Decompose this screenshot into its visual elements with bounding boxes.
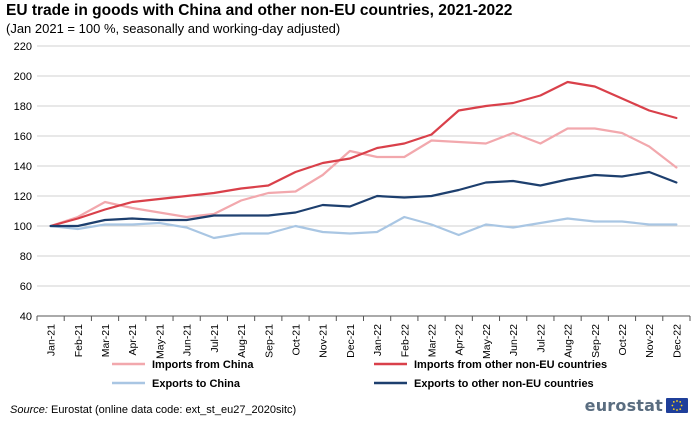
x-tick-label: Aug-22 [563, 324, 575, 358]
y-tick-label: 140 [14, 161, 32, 173]
x-tick-label: Mar-21 [100, 324, 112, 357]
y-tick-label: 200 [14, 71, 32, 83]
x-tick-label: Mar-22 [427, 324, 439, 357]
source-text: Eurostat (online data code: ext_st_eu27_… [47, 404, 297, 416]
x-tick-label: Jun-22 [508, 324, 520, 356]
x-tick-label: Jan-22 [372, 324, 384, 356]
legend-label: Imports from other non-EU countries [414, 359, 607, 371]
x-tick-label: Jun-21 [182, 324, 194, 356]
y-tick-label: 80 [20, 251, 32, 263]
legend-label: Exports to other non-EU countries [414, 378, 594, 390]
x-tick-label: Nov-22 [644, 324, 656, 358]
series-line-4 [49, 170, 678, 228]
source-label: Source: [10, 404, 48, 416]
x-tick-label: Dec-22 [671, 324, 683, 358]
eu-flag-icon [666, 398, 688, 413]
x-tick-label: Sep-21 [263, 324, 275, 358]
series-line-2 [49, 80, 678, 228]
y-tick-label: 40 [20, 311, 32, 323]
x-tick-label: Jan-21 [46, 324, 58, 356]
x-tick-label: Aug-21 [236, 324, 248, 358]
x-tick-label: May-21 [154, 324, 166, 359]
x-tick-label: Apr-22 [454, 324, 466, 356]
y-tick-label: 160 [14, 131, 32, 143]
chart-subtitle: (Jan 2021 = 100 %, seasonally and workin… [6, 21, 341, 36]
x-tick-label: May-22 [481, 324, 493, 359]
logo-text: eurostat [584, 396, 663, 415]
x-tick-label: Oct-21 [290, 324, 302, 356]
y-tick-label: 220 [14, 41, 32, 53]
y-tick-label: 120 [14, 191, 32, 203]
x-tick-label: Dec-21 [345, 324, 357, 358]
x-tick-label: Oct-22 [617, 324, 629, 356]
series-line-3 [49, 215, 678, 240]
legend-label: Exports to China [152, 378, 241, 390]
y-tick-label: 180 [14, 101, 32, 113]
y-tick-label: 60 [20, 281, 32, 293]
x-tick-label: Jul-21 [209, 324, 221, 353]
chart-title: EU trade in goods with China and other n… [6, 2, 513, 19]
x-tick-label: Feb-22 [399, 324, 411, 357]
y-tick-label: 100 [14, 221, 32, 233]
x-tick-label: Feb-21 [73, 324, 85, 357]
source-note: Source: Eurostat (online data code: ext_… [10, 404, 296, 416]
legend-label: Imports from China [152, 359, 254, 371]
x-tick-label: Nov-21 [318, 324, 330, 358]
x-tick-label: Jul-22 [535, 324, 547, 353]
eurostat-logo: eurostat [585, 396, 688, 415]
x-tick-label: Apr-21 [127, 324, 139, 356]
x-tick-label: Sep-22 [590, 324, 602, 358]
